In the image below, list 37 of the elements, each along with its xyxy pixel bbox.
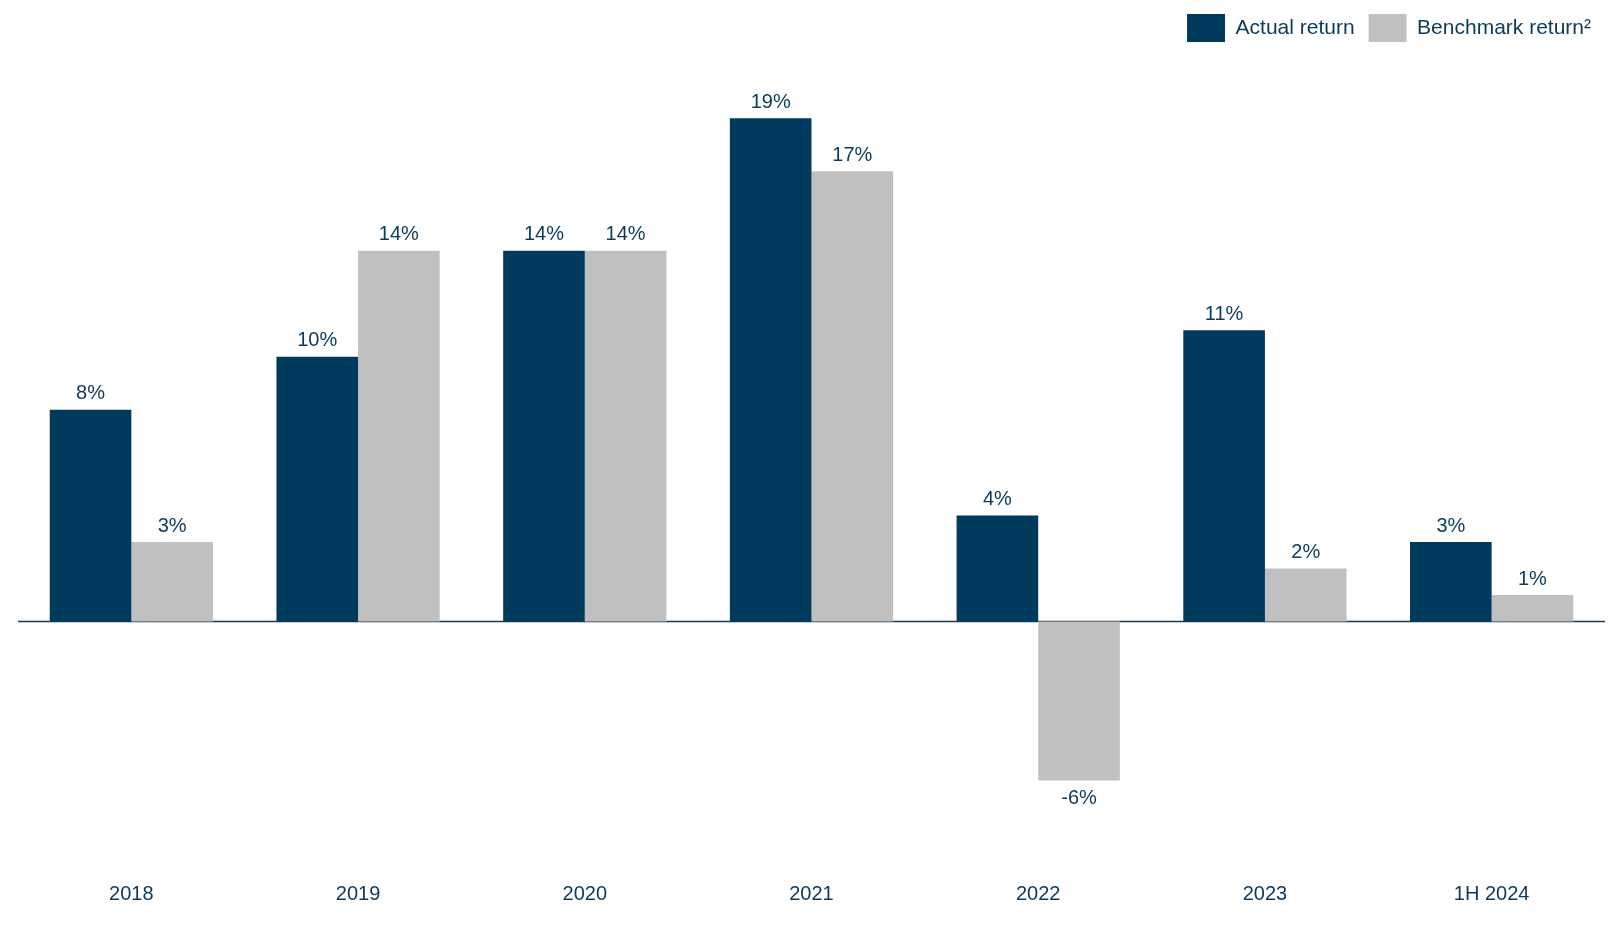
- data-label: -6%: [1061, 786, 1098, 809]
- bar: [1038, 621, 1120, 781]
- bar: [1491, 595, 1574, 622]
- bar: [729, 118, 812, 622]
- bar: [49, 409, 132, 622]
- data-label: 10%: [297, 328, 338, 351]
- data-label: 8%: [76, 381, 106, 404]
- bar: [276, 356, 359, 622]
- data-label: 14%: [523, 222, 565, 245]
- x-tick-label: 2023: [1242, 881, 1288, 904]
- data-label: 17%: [832, 142, 873, 165]
- legend-label: Actual return: [1235, 14, 1355, 38]
- bar: [1410, 542, 1492, 622]
- x-tick-label: 1H 2024: [1453, 881, 1530, 904]
- bar: [503, 250, 585, 622]
- data-label: 1%: [1518, 566, 1548, 589]
- bar: [358, 250, 440, 622]
- data-label: 4%: [982, 487, 1013, 510]
- data-label: 14%: [605, 222, 646, 245]
- bar: [811, 171, 894, 622]
- data-label: 3%: [157, 513, 187, 536]
- x-tick-label: 2019: [335, 881, 381, 904]
- data-label: 14%: [378, 222, 420, 245]
- bar: [1183, 330, 1265, 622]
- bar: [1264, 568, 1347, 622]
- data-label: 3%: [1436, 513, 1466, 536]
- legend-label: Benchmark return²: [1417, 14, 1592, 38]
- x-tick-label: 2018: [109, 881, 154, 904]
- bar: [584, 250, 667, 622]
- x-tick-label: 2020: [562, 881, 608, 904]
- x-tick-label: 2022: [1015, 881, 1061, 904]
- data-label: 11%: [1204, 301, 1244, 324]
- data-label: 2%: [1291, 540, 1321, 563]
- bar: [131, 542, 213, 622]
- data-label: 19%: [750, 89, 791, 112]
- bar: [956, 515, 1039, 622]
- x-tick-label: 2021: [789, 881, 834, 904]
